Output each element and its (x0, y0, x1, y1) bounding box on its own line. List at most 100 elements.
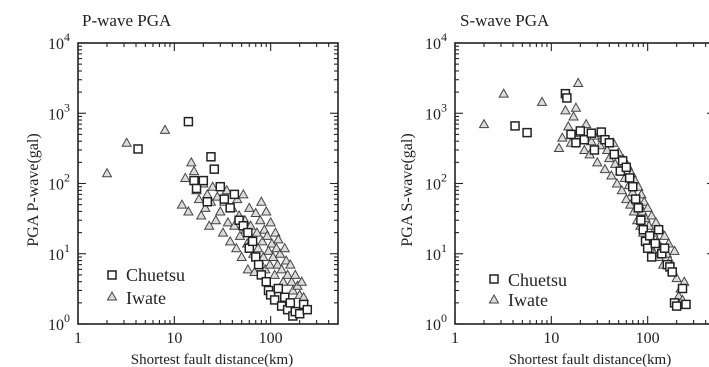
chuetsu-point (642, 243, 653, 253)
y-tick-label: 101 (48, 241, 70, 264)
iwate-point (272, 233, 284, 244)
iwate-point (478, 118, 490, 129)
iwate-point (287, 284, 299, 295)
iwate-point (599, 163, 611, 174)
iwate-point (261, 230, 273, 240)
x-tick-label: 1 (74, 330, 82, 347)
legend-chuetsu-label: Chuetsu (126, 265, 185, 285)
iwate-point (260, 205, 272, 216)
y-tick-label: 104 (48, 30, 70, 53)
iwate-point (296, 276, 308, 286)
y-tick-label: 100 (48, 311, 70, 334)
chuetsu-point (191, 183, 202, 194)
x-tick-label: 100 (259, 330, 283, 347)
iwate-point (265, 216, 277, 227)
y-tick-label: 102 (48, 171, 70, 194)
chuetsu-point (294, 308, 305, 319)
chuetsu-point (285, 298, 296, 308)
legend-iwate-label: Iwate (508, 290, 548, 310)
chuetsu-point (566, 129, 576, 140)
iwate-point (176, 199, 188, 209)
iwate-point (255, 196, 267, 206)
legend-chuetsu-marker (107, 270, 117, 280)
iwate-point (601, 144, 613, 154)
chuetsu-point (650, 238, 661, 249)
iwate-point (179, 172, 191, 182)
iwate-point (234, 230, 246, 240)
iwate-point (237, 188, 249, 199)
chuetsu-point (219, 194, 230, 204)
chuetsu-point (589, 145, 600, 155)
s-wave-x-axis-label: Shortest fault distance(km) (509, 352, 671, 367)
chuetsu-point (586, 128, 597, 138)
chuetsu-point (624, 173, 635, 183)
iwate-point (183, 205, 194, 216)
chuetsu-point (522, 127, 532, 138)
chuetsu-point (243, 227, 253, 238)
iwate-point (214, 205, 226, 216)
chuetsu-point (247, 236, 258, 247)
legend-iwate-label: Iwate (126, 288, 166, 308)
iwate-point (264, 259, 276, 269)
iwate-point (568, 110, 579, 121)
chuetsu-point (250, 252, 261, 262)
iwate-point (269, 269, 281, 279)
x-tick-label: 1 (451, 330, 459, 347)
iwate-point (201, 188, 213, 199)
iwate-point (578, 144, 590, 154)
chuetsu-point (644, 231, 655, 241)
legend-chuetsu-marker (489, 274, 499, 284)
chuetsu-point (636, 215, 646, 225)
iwate-point (267, 251, 279, 261)
p-wave-panel: P-wave PGA PGA P-wave(gal) Shortest faul… (25, 11, 339, 367)
chuetsu-point (627, 181, 638, 192)
p-wave-markers (101, 116, 313, 321)
chuetsu-point (677, 283, 688, 294)
iwate-point (230, 242, 242, 253)
chuetsu-point (575, 126, 586, 136)
iwate-point (570, 102, 582, 112)
s-wave-chart-title: S-wave PGA (460, 11, 550, 30)
s-wave-markers (478, 77, 691, 311)
chuetsu-point (261, 276, 272, 287)
iwate-point (616, 184, 628, 195)
iwate-point (591, 156, 603, 167)
iwate-point (203, 220, 215, 230)
iwate-point (277, 276, 289, 286)
legend-iwate-marker (488, 293, 500, 304)
iwate-point (185, 156, 197, 167)
iwate-point (274, 248, 286, 258)
p-wave-chart-title: P-wave PGA (82, 11, 172, 30)
iwate-point (188, 165, 200, 176)
chuetsu-point (638, 224, 649, 235)
chuetsu-point (604, 138, 615, 148)
iwate-point (270, 227, 281, 237)
chuetsu-point (681, 299, 691, 310)
chuetsu-point (225, 203, 235, 213)
s-wave-y-axis-label: PGA S-wave(gal) (399, 133, 416, 246)
chuetsu-point (133, 144, 143, 154)
iwate-point (624, 199, 636, 209)
iwate-point (222, 216, 234, 227)
iwate-point (669, 245, 680, 255)
iwate-point (251, 227, 263, 237)
chuetsu-point (206, 152, 216, 162)
iwate-point (252, 242, 264, 253)
x-tick-label: 10 (543, 330, 559, 347)
iwate-point (195, 210, 207, 220)
chuetsu-point (279, 292, 290, 303)
iwate-point (276, 263, 287, 274)
chuetsu-point (621, 162, 632, 173)
iwate-point (217, 227, 229, 237)
iwate-point (200, 202, 211, 212)
chuetsu-point (630, 194, 641, 204)
chuetsu-point (189, 175, 199, 186)
iwate-point (224, 235, 236, 246)
iwate-point (236, 251, 248, 261)
iwate-point (272, 259, 283, 269)
iwate-point (580, 118, 592, 129)
chuetsu-point (209, 164, 220, 174)
chuetsu-point (256, 270, 267, 280)
iwate-point (606, 169, 617, 180)
iwate-point (611, 177, 623, 188)
